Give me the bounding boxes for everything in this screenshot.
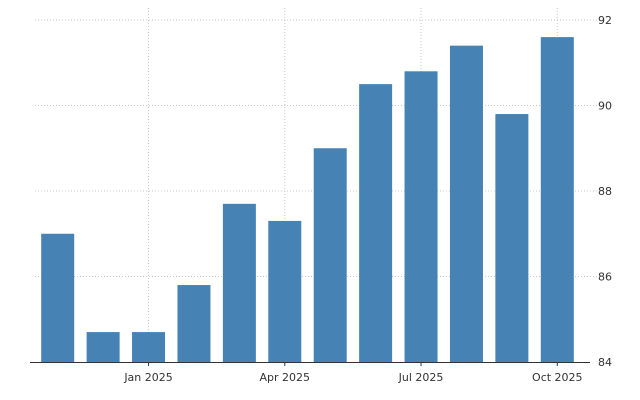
y-tick-label-86: 86 [598, 271, 612, 284]
bar-11 [540, 37, 574, 362]
x-tick-labels: Jan 2025 Apr 2025 Jul 2025 Oct 2025 [123, 371, 582, 384]
x-tick-label-5: Apr 2025 [260, 371, 311, 384]
y-tick-label-88: 88 [598, 185, 612, 198]
y-tick-label-84: 84 [598, 356, 612, 369]
y-axis: 84 86 88 90 92 [598, 14, 612, 369]
bar-4 [222, 203, 256, 362]
bar-5 [268, 220, 302, 362]
bar-1 [86, 332, 120, 362]
bar-0 [41, 233, 75, 362]
bar-6 [313, 148, 347, 362]
bar-8 [404, 71, 438, 363]
bar-series [41, 37, 574, 363]
x-axis [30, 362, 590, 366]
y-tick-label-90: 90 [598, 100, 612, 113]
bar-9 [449, 45, 483, 363]
x-tick-label-2: Jan 2025 [123, 371, 172, 384]
bar-7 [359, 84, 393, 362]
bar-10 [495, 114, 529, 362]
y-tick-label-92: 92 [598, 14, 612, 27]
x-tick-label-8: Jul 2025 [398, 371, 444, 384]
bar-3 [177, 285, 211, 362]
x-tick-label-11: Oct 2025 [532, 371, 583, 384]
bar-2 [132, 332, 166, 362]
